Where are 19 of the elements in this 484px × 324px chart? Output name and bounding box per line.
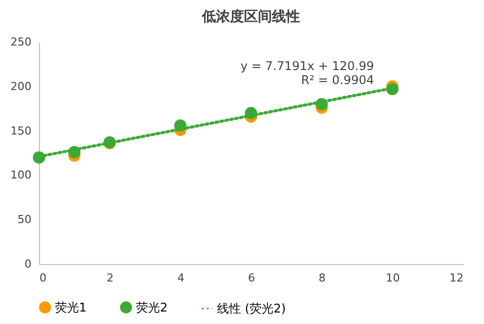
legend-label: 荧光2 [136,300,168,314]
y-tick-label: 50 [18,213,32,226]
annotation: R² = 0.9904 [301,73,374,87]
legend-label: 线性 (荧光2) [217,302,286,316]
y-tick-label: 250 [10,36,32,48]
legend-label: 荧光1 [55,300,87,314]
chart-title: 低浓度区间线性 [201,8,300,25]
y-tick-label: 150 [10,124,32,138]
x-tick-label: 10 [386,272,400,284]
x-tick-label: 4 [177,272,184,284]
y-tick-label: 0 [24,258,32,270]
annotation: y = 7.7191x + 120.99 [240,59,374,73]
y-tick-label: 200 [10,80,32,93]
x-tick-label: 0 [40,272,46,284]
x-tick-label: 6 [248,272,255,284]
x-tick-label: 8 [318,272,326,284]
y-tick-label: 100 [10,168,32,182]
x-tick-label: 12 [450,272,464,284]
x-tick-label: 2 [106,272,114,284]
